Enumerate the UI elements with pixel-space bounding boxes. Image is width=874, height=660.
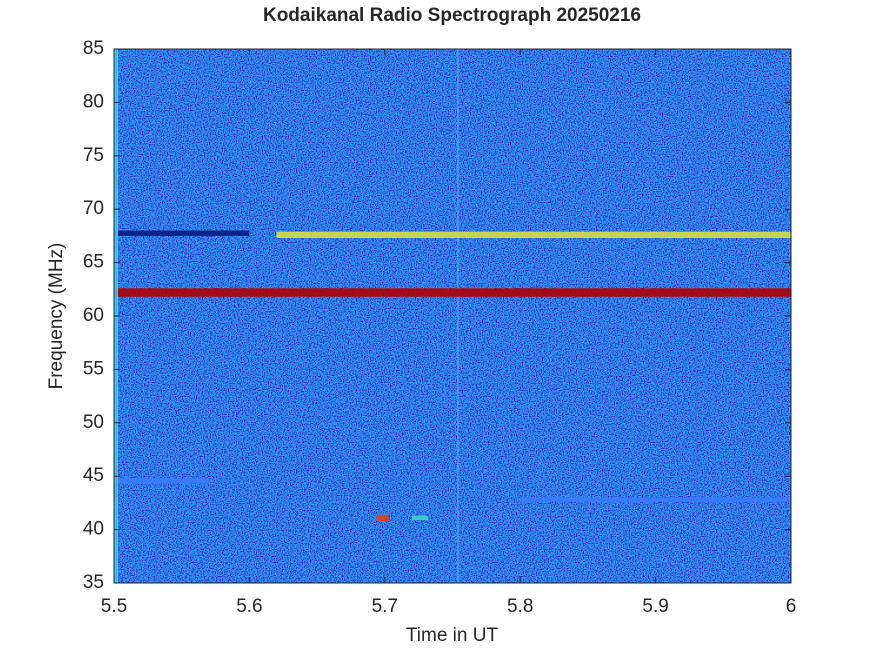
y-tick-label: 55: [83, 358, 104, 379]
emission-band: [114, 288, 791, 297]
emission-band: [520, 497, 791, 502]
emission-band: [411, 515, 429, 520]
y-tick-label: 80: [83, 91, 104, 112]
y-tick-label: 85: [83, 38, 104, 59]
x-tick-label: 6: [786, 596, 797, 617]
y-tick-label: 70: [83, 198, 104, 219]
y-tick-label: 65: [83, 252, 104, 273]
y-tick-label: 40: [83, 519, 104, 540]
y-tick-label: 45: [83, 465, 104, 486]
y-tick-label: 35: [83, 572, 104, 593]
x-tick-label: 5.9: [642, 596, 668, 617]
x-tick-label: 5.5: [101, 596, 127, 617]
chart-title: Kodaikanal Radio Spectrograph 20250216: [263, 5, 641, 26]
x-tick-label: 5.8: [507, 596, 533, 617]
y-tick-label: 75: [83, 145, 104, 166]
emission-band: [376, 514, 389, 522]
noise-texture: [114, 49, 791, 583]
emission-band: [114, 478, 209, 484]
emission-band: [276, 231, 792, 239]
y-tick-label: 50: [83, 412, 104, 433]
emission-band: [114, 230, 250, 236]
x-tick-label: 5.7: [372, 596, 398, 617]
y-tick-label: 60: [83, 305, 104, 326]
x-tick-label: 5.6: [236, 596, 262, 617]
x-axis-label: Time in UT: [406, 625, 499, 646]
y-axis-label: Frequency (MHz): [46, 243, 67, 390]
